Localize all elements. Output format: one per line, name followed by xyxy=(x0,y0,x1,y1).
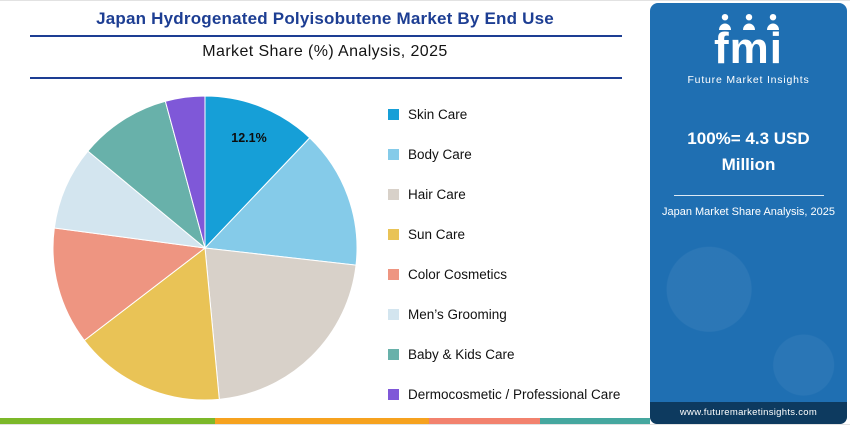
accent-segment xyxy=(0,418,215,424)
legend-swatch xyxy=(388,348,399,360)
legend-item: Skin Care xyxy=(388,103,620,125)
legend-swatch xyxy=(388,308,399,320)
pie-slice-baby-kids-care xyxy=(87,100,206,250)
legend-item: Sun Care xyxy=(388,223,620,245)
legend-item: Color Cosmetics xyxy=(388,263,620,285)
legend-label: Dermocosmetic / Professional Care xyxy=(408,386,621,402)
pie-chart: 12.1% xyxy=(52,95,358,401)
sidebar: fmi Future Market Insights 100%= 4.3 USD… xyxy=(650,3,847,424)
legend: Skin Care Body Care Hair Care Sun Care Color… xyxy=(388,103,620,405)
logo-text: fmi xyxy=(714,24,783,73)
footer-url: www.futuremarketinsights.com xyxy=(650,402,847,424)
legend-item: Baby & Kids Care xyxy=(388,343,620,365)
logo-subtext: Future Market Insights xyxy=(687,74,810,86)
page-title: Japan Hydrogenated Polyisobutene Market … xyxy=(96,9,554,28)
pie-slice-color-cosmetics xyxy=(52,227,207,342)
legend-item: Dermocosmetic / Professional Care xyxy=(388,383,620,405)
pie-slice-sun-care xyxy=(83,247,220,401)
headline-value: 100%= 4.3 USD Million xyxy=(687,129,810,175)
legend-swatch xyxy=(388,108,399,120)
legend-swatch xyxy=(388,388,399,400)
pie-slice-skin-care xyxy=(204,95,311,250)
legend-label: Color Cosmetics xyxy=(408,266,508,282)
legend-label: Sun Care xyxy=(408,226,466,242)
page-subtitle: Market Share (%) Analysis, 2025 xyxy=(202,43,448,60)
pie-slice-body-care xyxy=(203,137,358,266)
legend-swatch xyxy=(388,148,399,160)
accent-segment xyxy=(539,418,650,424)
chart-panel: Japan Hydrogenated Polyisobutene Market … xyxy=(0,1,650,424)
title-divider-bottom xyxy=(30,77,622,79)
people-icons xyxy=(718,14,779,30)
legend-label: Hair Care xyxy=(408,186,466,202)
legend-item: Men’s Grooming xyxy=(388,303,620,325)
accent-segment xyxy=(214,418,429,424)
accent-segment xyxy=(429,418,540,424)
pie-slice-dermocosmetic-professional-care xyxy=(164,95,206,249)
pie-slice-hair-care xyxy=(204,247,357,400)
sidebar-divider xyxy=(673,194,824,196)
legend-label: Skin Care xyxy=(408,106,468,122)
legend-swatch xyxy=(388,188,399,200)
legend-swatch xyxy=(388,228,399,240)
fmi-logo: fmi Future Market Insights xyxy=(687,13,809,86)
legend-swatch xyxy=(388,268,399,280)
title-divider-top xyxy=(30,35,622,37)
legend-label: Baby & Kids Care xyxy=(408,346,515,362)
sidebar-caption: Japan Market Share Analysis, 2025 xyxy=(661,205,836,218)
legend-item: Body Care xyxy=(388,143,620,165)
accent-bar xyxy=(0,418,650,424)
legend-label: Body Care xyxy=(408,146,472,162)
legend-label: Men’s Grooming xyxy=(408,306,507,322)
legend-item: Hair Care xyxy=(388,183,620,205)
pie-data-label: 12.1% xyxy=(231,131,266,145)
pie-slice-men-s-grooming xyxy=(53,150,207,249)
